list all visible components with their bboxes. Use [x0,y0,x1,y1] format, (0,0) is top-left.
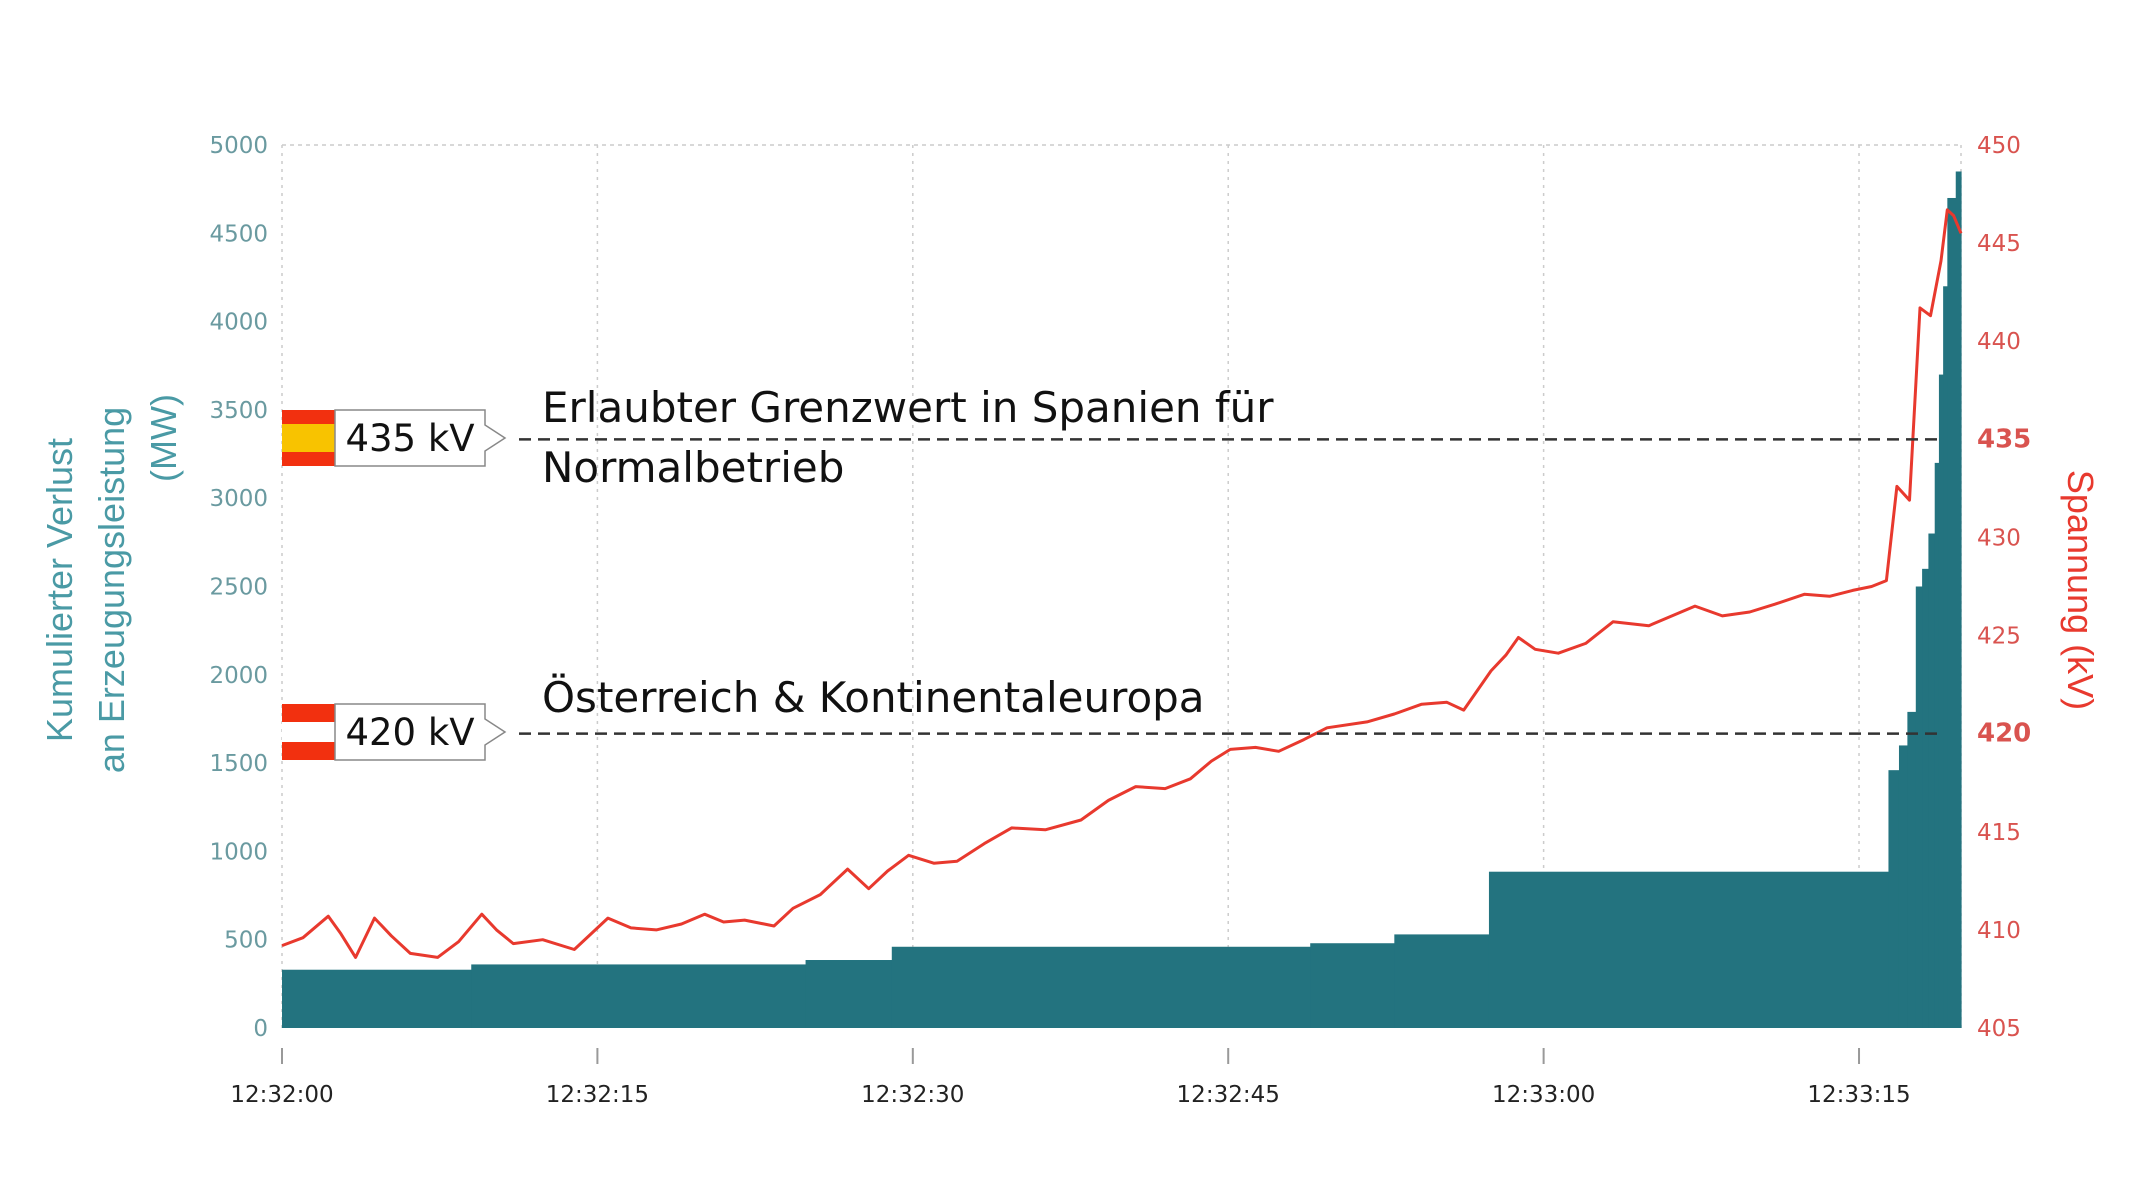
loss-step-bar [1915,586,1923,1028]
austria-flag-icon [282,704,335,760]
x-tick-label: 12:32:30 [861,1082,964,1108]
badge-420kv-label: 420 kV [345,711,474,754]
x-tick-label: 12:32:00 [230,1082,333,1108]
y-left-label-line-2: an Erzeugungsleistung [91,407,132,773]
y-left-tick-label: 5000 [209,133,268,159]
voltage-line [281,208,1963,959]
loss-step-bar [1922,568,1930,1028]
loss-step-bar [1928,533,1936,1028]
spain-flag-icon [282,410,335,466]
y-right-tick-label: 445 [1977,231,2021,257]
x-tick-label: 12:32:45 [1177,1082,1280,1108]
annotation-420kv-line-1: Österreich & Kontinentaleuropa [542,672,1205,722]
loss-step-bar [1955,171,1962,1029]
y-right-tick-label: 435 [1977,424,2031,454]
y-left-tick-label: 3000 [209,486,268,512]
loss-step-bar [1310,943,1395,1028]
x-tick-label: 12:33:15 [1807,1082,1910,1108]
loss-step-bar [891,946,1311,1028]
badge-435kv-label: 435 kV [345,417,474,460]
y-left-tick-label: 500 [224,928,268,954]
loss-step-bar [1947,197,1957,1029]
y-right-tick-label: 420 [1977,719,2031,749]
annotation-435kv-line-2: Normalbetrieb [542,443,844,492]
voltage-series-line [281,208,1963,959]
loss-step-bar [1938,374,1944,1029]
y-right-label: Spannung (kV) [2060,470,2101,710]
loss-step-bar [1394,934,1490,1028]
loss-step-bar [805,960,893,1028]
y-right-tick-label: 440 [1977,329,2021,355]
badge-420kv-box [334,703,507,761]
y-left-tick-label: 0 [253,1016,268,1042]
y-right-tick-label: 415 [1977,820,2021,846]
loss-step-bar [1488,871,1890,1028]
generation-loss-area [282,171,1962,1029]
loss-step-bar [471,964,807,1028]
loss-step-bar [1907,711,1917,1028]
x-tick-label: 12:32:15 [546,1082,649,1108]
loss-step-bar [1898,745,1908,1028]
reference-lines [519,438,1941,735]
annotation-420kv: 420 kV Österreich & Kontinentaleuropa [282,672,1205,761]
loss-step-bar [1888,770,1900,1028]
annotation-435kv-line-1: Erlaubter Grenzwert in Spanien für [542,383,1274,432]
annotation-435kv: 435 kV Erlaubter Grenzwert in Spanien fü… [282,383,1274,492]
badge-435kv-box [334,409,507,467]
loss-step-bar [1934,462,1940,1028]
loss-step-bar [1943,286,1948,1028]
y-left-label-line-1: Kumulierter Verlust [39,438,80,742]
y-left-tick-label: 2000 [209,663,268,689]
y-left-tick-label: 1000 [209,839,268,865]
x-tick-label: 12:33:00 [1492,1082,1595,1108]
y-right-tick-label: 410 [1977,918,2021,944]
y-right-tick-label: 405 [1977,1016,2021,1042]
y-right-tick-label: 450 [1977,133,2021,159]
loss-step-bar [282,969,472,1028]
y-left-tick-label: 4000 [209,310,268,336]
y-right-tick-label: 430 [1977,525,2021,551]
y-left-tick-label: 4500 [209,221,268,247]
y-right-tick-label: 425 [1977,624,2021,650]
axis-ticks: 12:32:00 12:32:15 12:32:30 12:32:45 12:33:00… [209,133,2031,1108]
y-left-tick-label: 2500 [209,575,268,601]
y-left-tick-label: 1500 [209,751,268,777]
y-left-label-line-3: (MW) [143,394,184,482]
y-left-tick-label: 3500 [209,398,268,424]
